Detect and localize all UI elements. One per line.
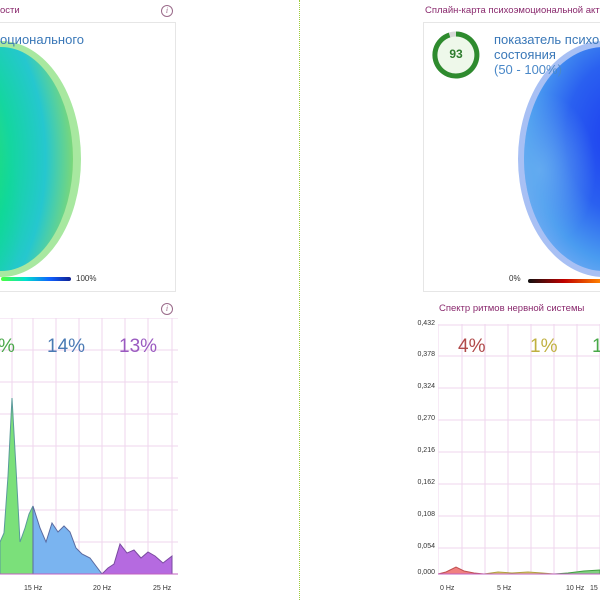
left-blue-area bbox=[32, 505, 103, 575]
right-xtick-15: 15 bbox=[590, 585, 598, 592]
ytick: 0,108 bbox=[417, 511, 435, 518]
info-icon[interactable]: i bbox=[161, 303, 173, 315]
ytick: 0,054 bbox=[417, 543, 435, 550]
indicator-line2: состояния bbox=[494, 47, 556, 62]
left-spline-map bbox=[0, 41, 81, 281]
left-map-label: оционального bbox=[0, 32, 85, 47]
right-xtick-10: 10 Hz bbox=[566, 585, 585, 592]
right-spectrum-chart bbox=[438, 324, 600, 580]
ytick: 0,432 bbox=[417, 320, 435, 327]
left-scale-max: 100% bbox=[76, 274, 97, 283]
right-map-title: Сплайн-карта психоэмоциональной акт bbox=[425, 5, 600, 16]
ytick: 0,000 bbox=[417, 569, 435, 576]
right-xtick-0: 0 Hz bbox=[440, 585, 455, 592]
left-percent-1: % bbox=[0, 336, 15, 358]
left-map-card bbox=[0, 22, 176, 292]
right-red-area bbox=[438, 566, 485, 575]
right-spectrum-title: Спектр ритмов нервной системы bbox=[439, 303, 585, 314]
right-scale-bar bbox=[528, 279, 600, 283]
right-percent-3: 1 bbox=[592, 336, 600, 357]
ytick: 0,216 bbox=[417, 447, 435, 454]
left-scale-bar bbox=[1, 277, 71, 281]
right-map-card bbox=[423, 22, 600, 292]
left-spectrum-chart bbox=[0, 318, 178, 580]
indicator-range: (50 - 100%) bbox=[494, 62, 562, 77]
right-spline-map bbox=[518, 41, 600, 283]
right-scale-min: 0% bbox=[509, 274, 521, 283]
right-percent-2: 1% bbox=[530, 336, 558, 357]
score-ring bbox=[431, 30, 481, 80]
right-xtick-5: 5 Hz bbox=[497, 585, 512, 592]
left-xtick-15: 15 Hz bbox=[24, 585, 43, 592]
left-map-title: ости bbox=[0, 5, 20, 16]
right-percent-1: 4% bbox=[458, 336, 486, 357]
left-xtick-25: 25 Hz bbox=[153, 585, 172, 592]
indicator-line1: показатель психо bbox=[494, 32, 600, 47]
ytick: 0,270 bbox=[417, 415, 435, 422]
left-percent-2: 14% bbox=[47, 336, 86, 357]
left-xtick-20: 20 Hz bbox=[93, 585, 112, 592]
ytick: 0,324 bbox=[417, 383, 435, 390]
left-green-area bbox=[0, 397, 34, 575]
left-purple-area bbox=[100, 542, 173, 575]
score-value: 93 bbox=[449, 47, 463, 61]
ytick: 0,162 bbox=[417, 479, 435, 486]
ytick: 0,378 bbox=[417, 351, 435, 358]
panel-divider bbox=[299, 0, 300, 600]
left-percent-3: 13% bbox=[119, 336, 158, 357]
info-icon[interactable]: i bbox=[161, 5, 173, 17]
